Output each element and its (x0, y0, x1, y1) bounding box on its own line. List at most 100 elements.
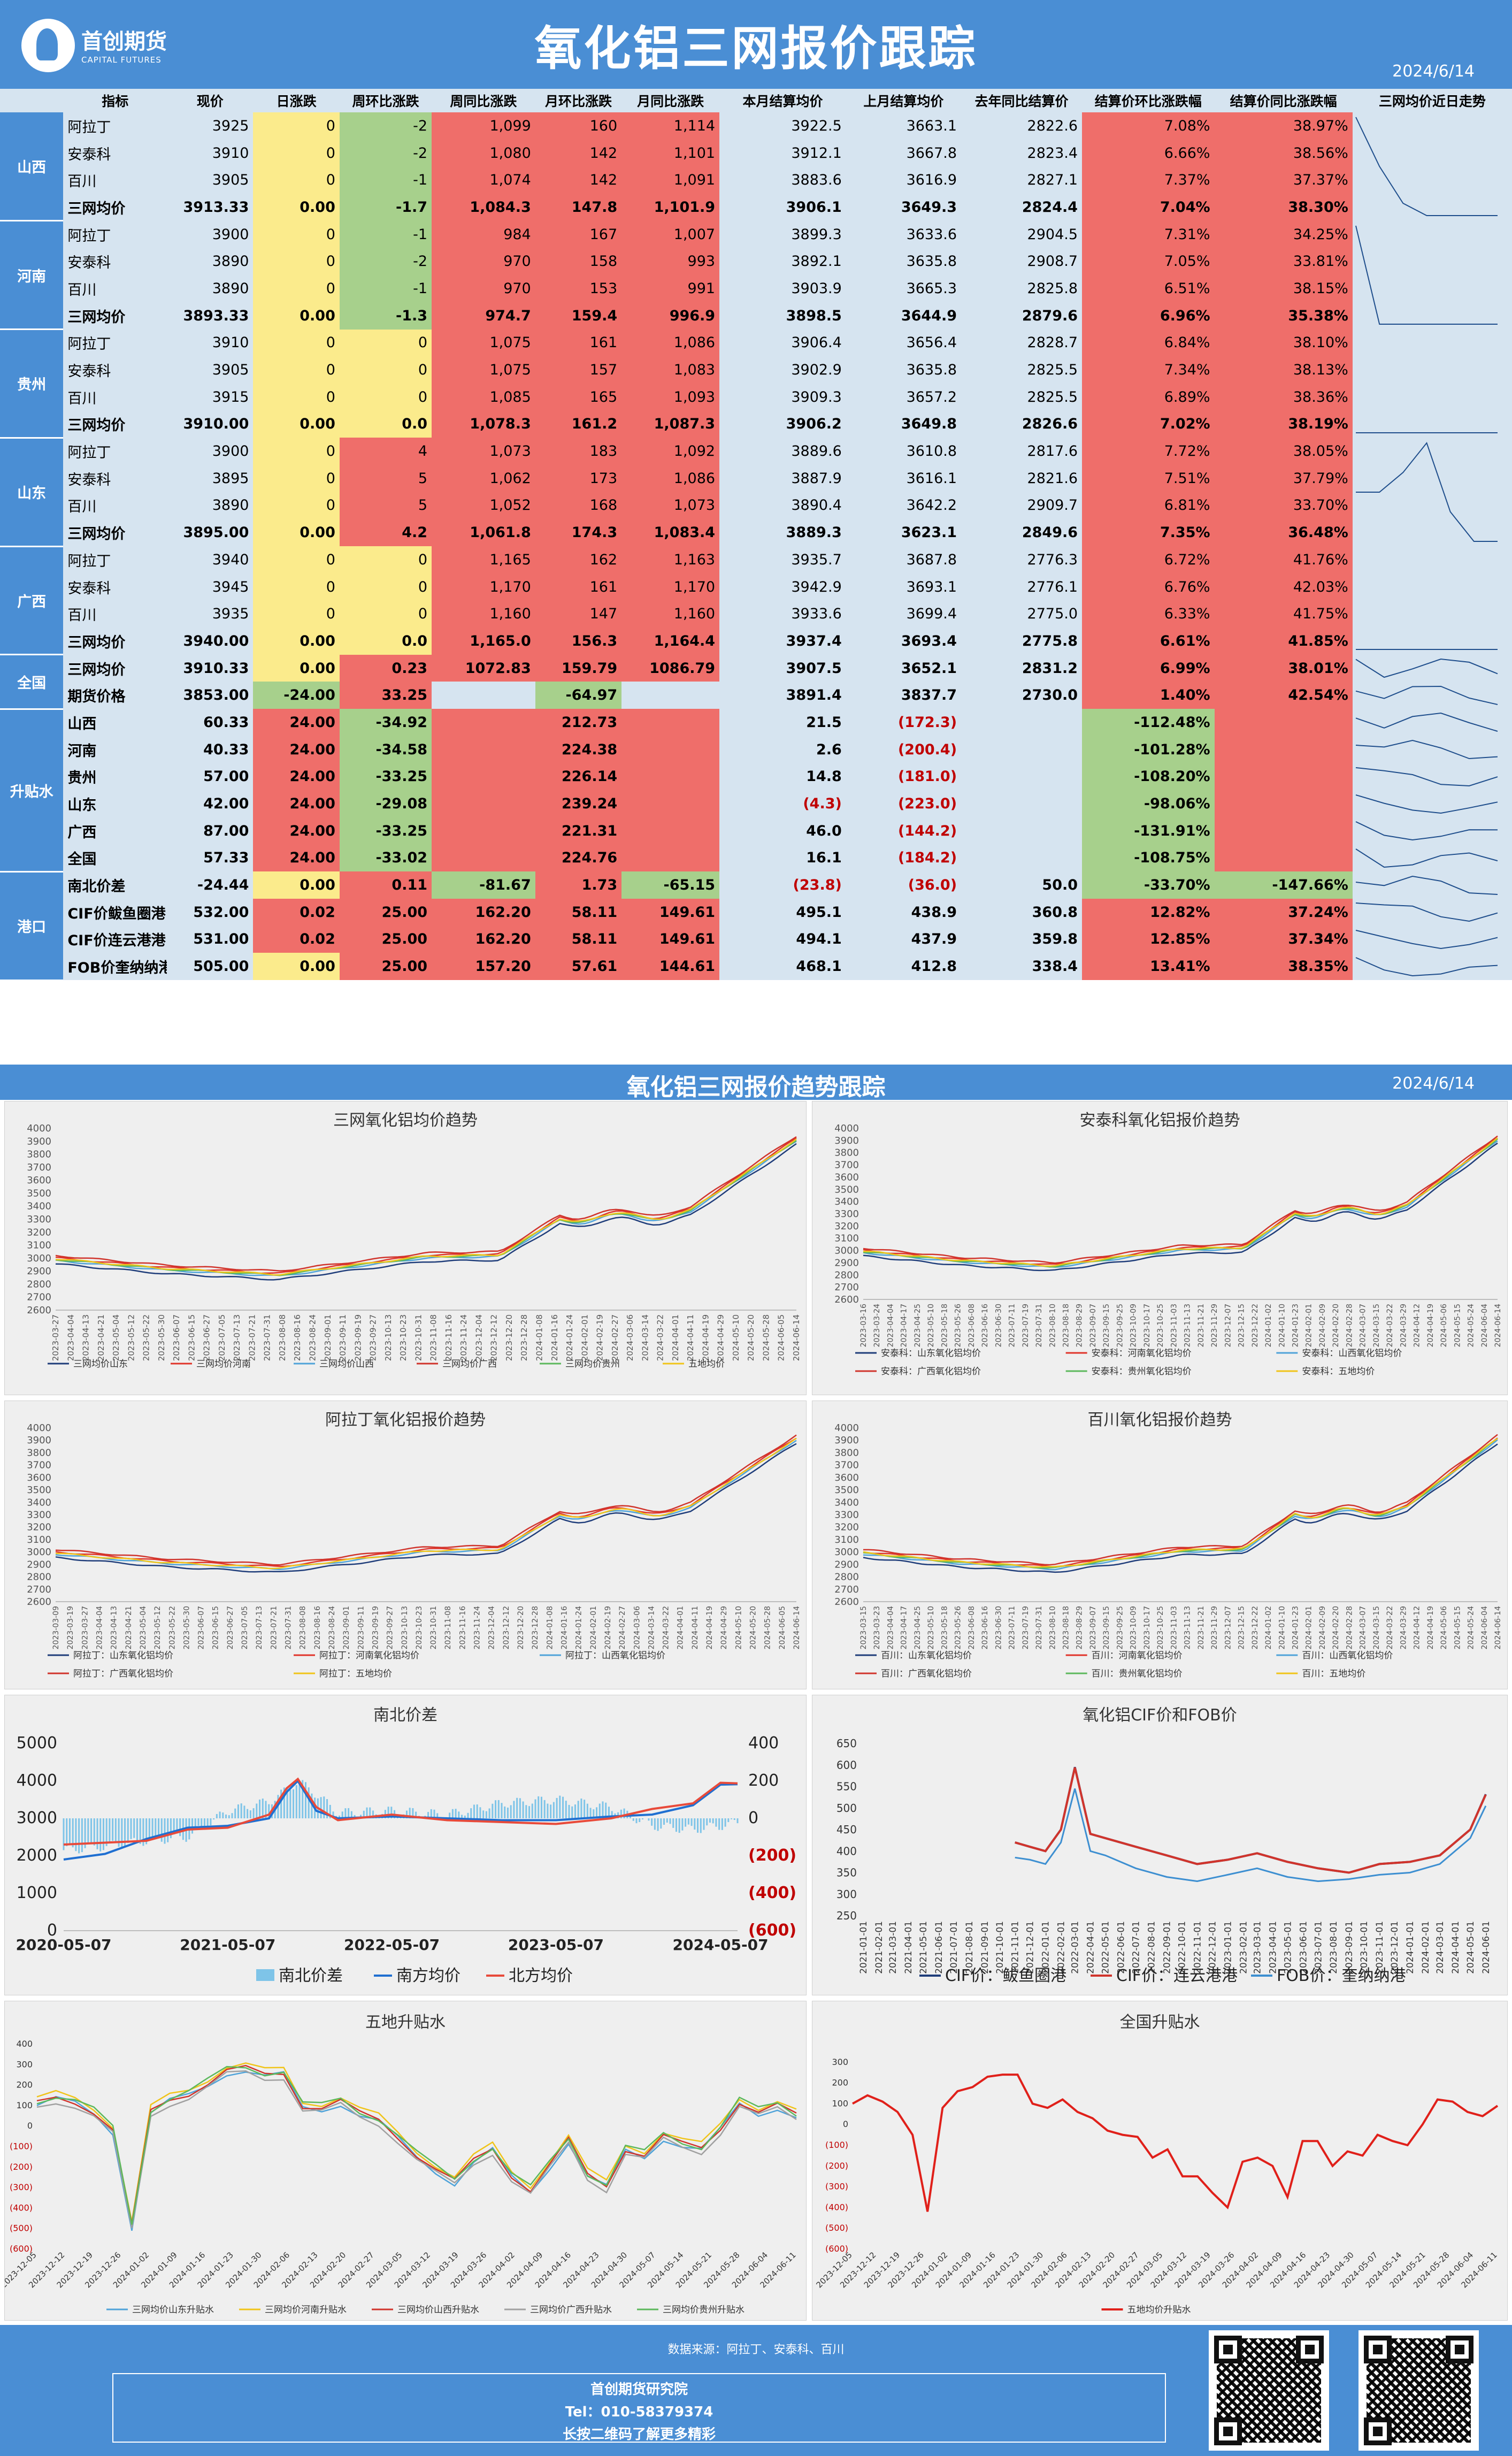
table-cell: 3633.6 (846, 220, 962, 248)
diff-bar (678, 1818, 680, 1833)
row-label: 河南 (63, 736, 167, 763)
x-tick-label: 2023-11-01 (1375, 1921, 1385, 1974)
y2-tick-label: 400 (748, 1734, 779, 1753)
chart-panel: 氧化铝CIF价和FOB价 650 600 550 500 450 400 350 300 250 2… (812, 1695, 1508, 1995)
table-row: 百川 3890 0 5 1,052 168 1,073 3890.4 3642.2 2909.7 6… (0, 492, 1512, 519)
table-cell: 3910 (167, 139, 254, 167)
x-tick-label: 2023-12-12 (502, 1606, 511, 1649)
x-tick-label: 2023-05-26 (954, 1304, 963, 1347)
table-cell: 158 (535, 248, 622, 276)
table-cell: 1,073 (432, 438, 535, 465)
row-label: FOB价奎纳纳港 (63, 953, 167, 980)
table-cell: 38.13% (1214, 356, 1353, 384)
qr-code-icon[interactable] (1359, 2330, 1479, 2451)
column-header: 现价 (167, 89, 254, 112)
x-tick-label: 2024-02-09 (1318, 1304, 1327, 1347)
x-tick-label: 2024-06-14 (1494, 1304, 1502, 1347)
x-tick-label: 2021-07-01 (949, 1921, 960, 1974)
diff-bar (332, 1811, 334, 1818)
table-cell: 0.00 (253, 410, 340, 438)
x-tick-label: 2023-08-18 (1062, 1606, 1071, 1649)
x-tick-label: 2023-05-30 (182, 1606, 191, 1649)
trend-sparkline-cell (1352, 220, 1512, 330)
diff-bar (731, 1818, 733, 1819)
x-tick-label: 2023-10-09 (1130, 1606, 1138, 1649)
table-cell: 3899.3 (719, 220, 846, 248)
x-tick-label: 2023-04-04 (95, 1606, 104, 1649)
x-tick-label: 2023-11-16 (458, 1606, 467, 1649)
chart-panel: 南北价差 5000 4000 3000 2000 1000 0 400 200 0 (200) (40… (4, 1695, 807, 1995)
table-cell: -81.67 (432, 871, 535, 899)
x-tick-label: 2024-05-10 (734, 1606, 743, 1649)
row-label: 阿拉丁 (63, 546, 167, 573)
diff-bar (173, 1818, 175, 1835)
company-logo: 首创期货 CAPITAL FUTURES (21, 13, 182, 78)
diff-bar (568, 1804, 570, 1818)
table-cell: 0 (253, 166, 340, 194)
table-cell: 0 (339, 546, 432, 573)
diff-bar (660, 1818, 662, 1829)
diff-bar (531, 1803, 533, 1818)
table-cell: 2825.8 (961, 275, 1083, 302)
x-tick-label: 2024-04-11 (686, 1314, 695, 1361)
x-tick-label: 2021-09-01 (980, 1921, 991, 1974)
legend-label: 五地均价 (688, 1359, 725, 1369)
x-tick-label: 2023-03-15 (859, 1606, 868, 1649)
x-tick-label: 2024-02-27 (618, 1606, 627, 1649)
series-line (863, 1434, 1498, 1566)
row-label: 百川 (63, 492, 167, 519)
x-tick-label: 2023-07-13 (255, 1606, 264, 1649)
diff-bar (81, 1818, 83, 1853)
x-tick-label: 2023-08-01 (1329, 1921, 1339, 1974)
table-cell: 4 (339, 438, 432, 465)
x-tick-label: 2023-10-25 (1156, 1304, 1165, 1347)
diff-bar (372, 1810, 374, 1818)
x-tick-label: 2023-09-19 (371, 1606, 380, 1649)
table-cell: 3649.3 (846, 194, 962, 221)
diff-bar (552, 1802, 555, 1818)
table-cell: (4.3) (719, 790, 846, 817)
trend-sparkline-cell (1352, 763, 1512, 791)
x-tick-label: 2024-02-19 (595, 1314, 605, 1361)
table-cell: 7.04% (1082, 194, 1215, 221)
diff-bar (302, 1780, 304, 1818)
diff-bar (112, 1818, 114, 1841)
diff-bar (160, 1818, 163, 1842)
diff-bar (602, 1801, 604, 1818)
diff-bar (151, 1818, 153, 1837)
table-cell: 2909.7 (961, 492, 1083, 519)
x-tick-label: 2023-12-01 (1390, 1921, 1400, 1974)
column-header: 去年同比结算价 (961, 89, 1083, 112)
row-label: 安泰科 (63, 356, 167, 384)
diff-bar (262, 1799, 264, 1818)
table-cell: 3687.8 (846, 546, 962, 573)
y-tick-label: 3000 (17, 1809, 57, 1827)
legend-label: 北方均价 (509, 1967, 573, 1985)
x-tick-label: 2023-06-08 (968, 1606, 976, 1649)
diff-bar (136, 1818, 138, 1841)
series-line (863, 1443, 1498, 1573)
table-cell: -112.48% (1082, 709, 1215, 736)
trend-sparkline-cell (1352, 709, 1512, 736)
legend-label: 百川：山东氧化铝均价 (881, 1650, 972, 1661)
table-cell: 6.66% (1082, 139, 1215, 167)
table-cell: 87.00 (167, 817, 254, 845)
diff-bar (675, 1818, 677, 1832)
series-line (55, 1138, 797, 1276)
y-tick-label: 3200 (834, 1522, 859, 1533)
table-cell: -29.08 (339, 790, 432, 817)
y-tick-label: 4000 (834, 1422, 859, 1434)
y-tick-label: 3300 (834, 1510, 859, 1521)
table-cell: 34.25% (1214, 220, 1353, 248)
diff-bar (736, 1818, 739, 1824)
table-cell: 3933.6 (719, 600, 846, 628)
table-cell: 57.33 (167, 844, 254, 872)
x-tick-label: 2023-12-22 (1251, 1304, 1260, 1347)
x-tick-label: 2023-12-20 (504, 1314, 514, 1361)
qr-code-icon[interactable] (1209, 2330, 1329, 2451)
diff-bar (326, 1799, 328, 1818)
y-tick-label: 4000 (17, 1771, 57, 1790)
table-cell: 38.97% (1214, 112, 1353, 140)
table-cell: 3910.00 (167, 410, 254, 438)
x-tick-label: 2023-06-16 (981, 1606, 989, 1649)
